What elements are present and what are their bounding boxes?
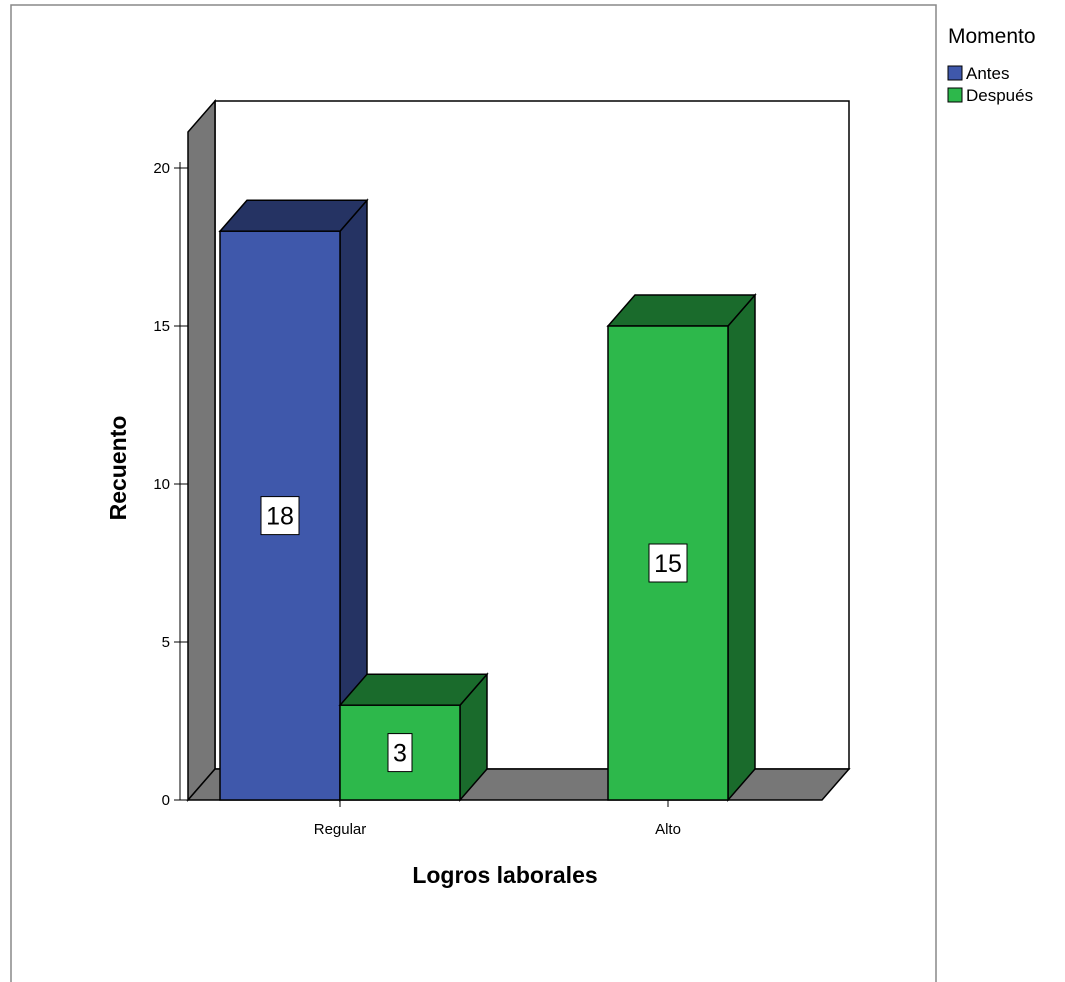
legend: Momento Antes Después [947, 25, 1036, 105]
y-tick-label: 5 [162, 634, 170, 651]
bar-top [606, 294, 757, 327]
bar-top [338, 673, 489, 706]
bar-top [218, 199, 369, 232]
x-axis-title: Logros laborales [412, 862, 597, 888]
x-tick-label: Alto [655, 821, 681, 838]
bar-antes-regular: 18 [218, 198, 369, 803]
bar-side [727, 292, 756, 803]
bar-despu-s-regular: 3 [338, 672, 489, 803]
bars: 18 3 15 [218, 198, 757, 803]
legend-label: Después [966, 86, 1033, 105]
y-tick-label: 0 [162, 792, 170, 809]
data-label: 15 [654, 550, 682, 578]
legend-swatch [947, 65, 963, 81]
y-axis-title: Recuento [105, 416, 131, 521]
legend-title: Momento [948, 25, 1036, 48]
data-label: 18 [266, 503, 294, 531]
data-label-box [648, 543, 688, 583]
data-label-box [387, 733, 413, 773]
side-wall [187, 98, 216, 803]
y-tick-label: 15 [153, 318, 170, 335]
y-tick-label: 20 [153, 160, 170, 177]
legend-swatch [947, 87, 963, 103]
data-label: 3 [393, 740, 407, 768]
bar-despu-s-alto: 15 [606, 292, 757, 803]
x-tick-label: Regular [314, 821, 367, 838]
data-label-box [260, 496, 300, 536]
legend-label: Antes [966, 64, 1009, 83]
y-tick-label: 10 [153, 476, 170, 493]
